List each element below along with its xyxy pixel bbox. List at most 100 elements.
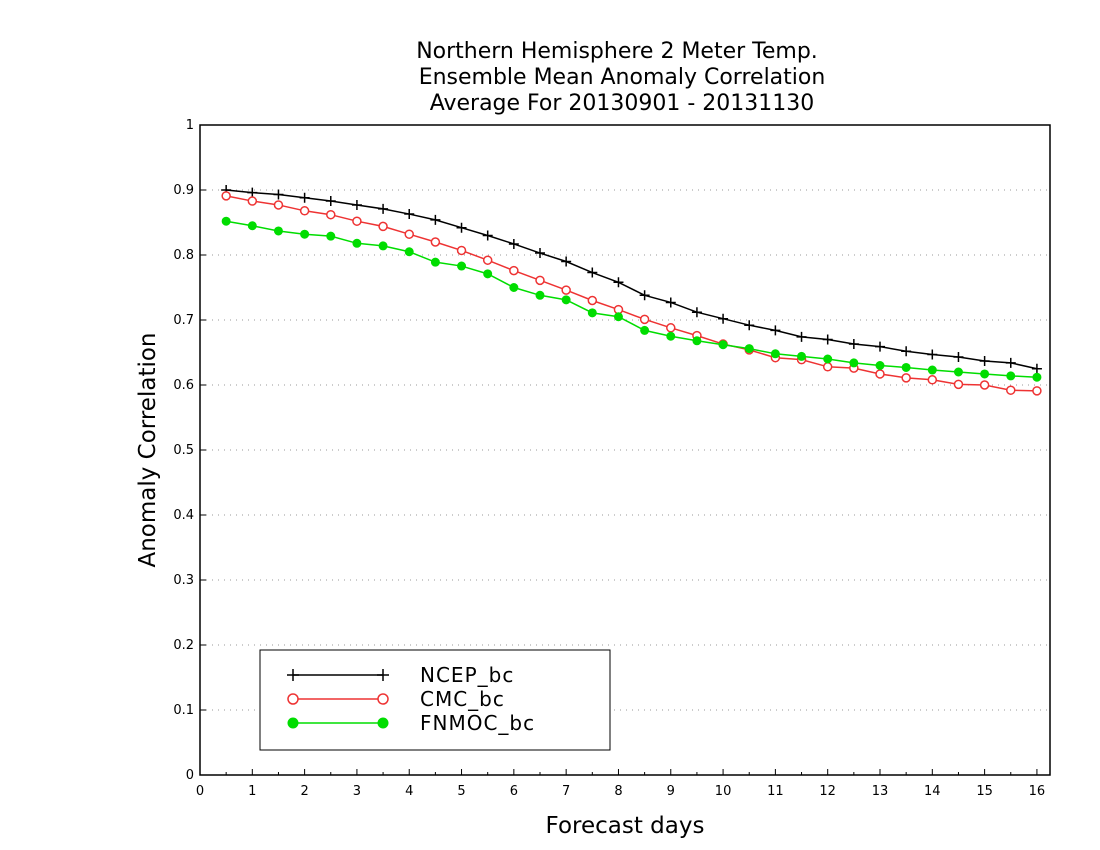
- y-tick-label: 0.1: [173, 703, 194, 718]
- series-line: [226, 189, 1038, 370]
- y-tick-label: 0.8: [173, 248, 194, 263]
- legend-label: NCEP_bc: [420, 663, 514, 687]
- data-point: [287, 717, 299, 729]
- data-point: [509, 265, 519, 276]
- data-point: [848, 339, 859, 350]
- data-point: [953, 379, 964, 390]
- x-tick-label: 15: [976, 784, 993, 799]
- data-point: [561, 285, 571, 295]
- data-point: [953, 352, 964, 363]
- title-line-3: Average For 20130901 - 20131130: [430, 91, 815, 116]
- data-point: [613, 312, 623, 322]
- axis-ticks: 00.10.20.30.40.50.60.70.80.910 1 2 3 4 5 6 7 8 9 1…: [173, 118, 1045, 799]
- data-point: [744, 344, 754, 354]
- data-point: [273, 226, 283, 236]
- data-point: [927, 349, 938, 360]
- legend-label: CMC_bc: [420, 687, 505, 711]
- data-point: [718, 313, 729, 324]
- x-tick-label: 14: [924, 784, 941, 799]
- gridlines: [200, 189, 1050, 711]
- series-fnmoc-bc: [221, 216, 1042, 382]
- data-point: [639, 314, 650, 325]
- data-point: [1005, 357, 1016, 368]
- data-point: [535, 248, 545, 259]
- data-point: [665, 297, 676, 308]
- data-point: [430, 257, 440, 267]
- series-ncep-bc: [221, 185, 1042, 374]
- data-point: [875, 369, 885, 379]
- data-point: [456, 245, 467, 256]
- data-point: [404, 247, 414, 257]
- data-point: [666, 331, 676, 341]
- data-point: [456, 222, 467, 233]
- data-point: [483, 269, 493, 279]
- data-point: [352, 216, 362, 226]
- data-point: [613, 277, 624, 288]
- data-point: [287, 669, 299, 681]
- title-line-2: Ensemble Mean Anomaly Correlation: [419, 65, 826, 90]
- x-axis-label: Forecast days: [546, 813, 705, 839]
- data-point: [770, 349, 780, 359]
- data-point: [901, 373, 911, 383]
- data-point: [457, 261, 467, 271]
- data-point: [979, 355, 990, 366]
- data-point: [639, 290, 650, 301]
- data-point: [300, 229, 310, 239]
- x-tick-label: 10: [715, 784, 732, 799]
- data-point: [875, 361, 885, 370]
- data-point: [901, 346, 912, 357]
- data-point: [796, 331, 807, 342]
- x-tick-label: 4: [405, 784, 413, 799]
- y-axis-label: Anomaly Correlation: [135, 332, 161, 567]
- data-series: [221, 185, 1042, 396]
- data-point: [587, 295, 598, 306]
- x-tick-label: 12: [819, 784, 836, 799]
- x-tick-label: 5: [457, 784, 465, 799]
- data-point: [299, 192, 310, 203]
- data-point: [640, 325, 650, 335]
- y-tick-label: 0.2: [173, 638, 194, 653]
- data-point: [587, 267, 598, 278]
- data-point: [378, 221, 388, 232]
- data-point: [666, 323, 676, 333]
- y-tick-label: 0.7: [173, 313, 194, 328]
- data-point: [1032, 372, 1042, 382]
- y-tick-label: 0.9: [173, 183, 194, 198]
- data-point: [482, 230, 493, 241]
- data-point: [744, 320, 755, 331]
- x-tick-label: 13: [872, 784, 889, 799]
- series-cmc-bc: [221, 191, 1042, 396]
- x-tick-label: 7: [562, 784, 570, 799]
- series-line: [226, 195, 1037, 392]
- data-point: [535, 275, 545, 286]
- data-point: [508, 238, 519, 249]
- data-point: [823, 354, 833, 364]
- legend-box: [259, 649, 611, 751]
- x-tick-label: 1: [248, 784, 256, 799]
- data-point: [326, 231, 336, 241]
- data-point: [979, 380, 990, 390]
- x-tick-label: 3: [353, 784, 361, 799]
- data-point: [561, 295, 571, 305]
- data-point: [377, 717, 389, 729]
- x-tick-label: 0: [196, 784, 204, 799]
- x-tick-label: 6: [510, 784, 518, 799]
- data-point: [587, 308, 597, 318]
- data-point: [718, 340, 728, 350]
- data-point: [509, 283, 519, 292]
- y-tick-label: 0.4: [173, 508, 194, 523]
- data-point: [221, 216, 231, 226]
- data-point: [378, 241, 388, 251]
- data-point: [273, 189, 284, 200]
- series-line: [226, 220, 1037, 378]
- data-point: [352, 238, 362, 248]
- data-point: [1006, 371, 1016, 381]
- data-point: [247, 187, 258, 198]
- data-point: [287, 693, 299, 705]
- x-tick-label: 16: [1029, 784, 1046, 799]
- data-point: [1006, 385, 1016, 395]
- data-point: [482, 255, 493, 265]
- data-point: [822, 334, 833, 345]
- y-tick-label: 0.3: [173, 573, 194, 588]
